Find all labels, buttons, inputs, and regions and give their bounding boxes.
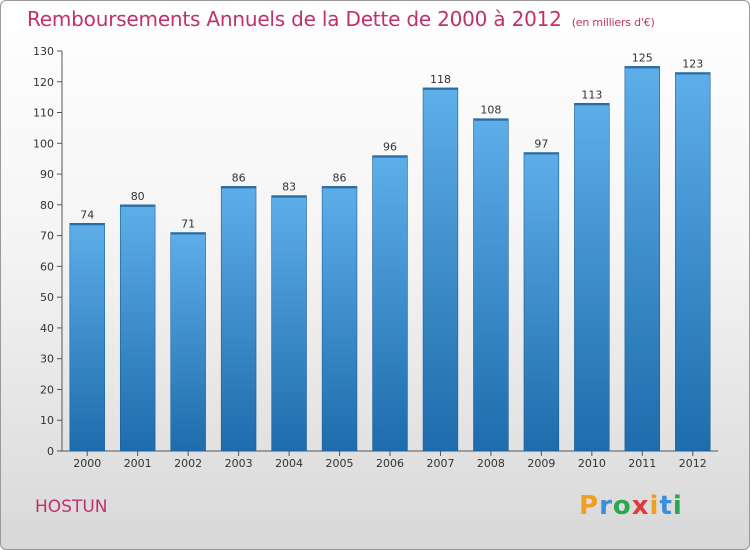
proxiti-logo[interactable]: Proxiti xyxy=(579,491,683,521)
x-tick-label-2001: 2001 xyxy=(124,457,152,470)
x-tick-label-2010: 2010 xyxy=(578,457,606,470)
y-tick-label: 30 xyxy=(40,353,54,366)
chart-subtitle: (en milliers d'€) xyxy=(571,16,655,29)
y-tick-label: 110 xyxy=(33,107,54,120)
bar-2007 xyxy=(422,87,459,452)
bar-2010 xyxy=(574,103,610,452)
logo-letter: o xyxy=(612,491,632,521)
y-tick-label: 100 xyxy=(33,137,54,150)
y-tick-label: 130 xyxy=(33,45,54,58)
logo-letter: t xyxy=(659,491,673,521)
y-tick-label: 50 xyxy=(40,291,54,304)
bar-2009 xyxy=(523,152,560,452)
x-tick-label-2006: 2006 xyxy=(376,457,404,470)
logo-letter: i xyxy=(649,491,660,521)
data-label-2001: 80 xyxy=(131,190,145,203)
bar-2002 xyxy=(170,232,206,452)
data-label-2006: 96 xyxy=(383,141,397,154)
bar-2004 xyxy=(271,195,307,452)
y-tick-label: 20 xyxy=(40,383,54,396)
data-label-2011: 125 xyxy=(632,51,653,64)
y-tick-label: 10 xyxy=(40,414,54,427)
y-tick-label: 90 xyxy=(40,168,54,181)
x-tick-label-2005: 2005 xyxy=(326,457,354,470)
logo-letter: P xyxy=(579,491,600,521)
bar-2006 xyxy=(372,155,408,452)
x-tick-label-2002: 2002 xyxy=(174,457,202,470)
data-label-2003: 86 xyxy=(232,171,246,184)
y-tick-label: 60 xyxy=(40,260,54,273)
bar-2005 xyxy=(321,186,358,452)
logo-letter: i xyxy=(672,491,683,521)
data-label-2010: 113 xyxy=(581,88,602,101)
data-label-2007: 118 xyxy=(430,73,451,86)
x-tick-label-2004: 2004 xyxy=(275,457,303,470)
x-tick-label-2008: 2008 xyxy=(477,457,505,470)
x-tick-label-2007: 2007 xyxy=(426,457,454,470)
bar-2008 xyxy=(473,118,509,452)
x-tick-label-2003: 2003 xyxy=(225,457,253,470)
y-tick-label: 0 xyxy=(47,445,54,458)
bar-2001 xyxy=(119,204,156,452)
y-tick-label: 80 xyxy=(40,199,54,212)
x-tick-label-2000: 2000 xyxy=(73,457,101,470)
x-tick-label-2009: 2009 xyxy=(527,457,555,470)
data-label-2002: 71 xyxy=(181,218,195,231)
data-label-2004: 83 xyxy=(282,181,296,194)
data-label-2009: 97 xyxy=(534,138,548,151)
y-tick-label: 70 xyxy=(40,230,54,243)
data-label-2005: 86 xyxy=(333,171,347,184)
bar-2000 xyxy=(69,223,105,452)
x-tick-label-2012: 2012 xyxy=(679,457,707,470)
commune-name: HOSTUN xyxy=(35,497,108,517)
logo-letter: x xyxy=(631,491,650,521)
labels: 74 2000 80 2001 71 2002 86 2003 83 2004 86 2005 96 20… xyxy=(73,51,707,470)
x-tick-label-2011: 2011 xyxy=(628,457,656,470)
y-tick-label: 120 xyxy=(33,76,54,89)
logo-letter: r xyxy=(599,491,613,521)
bars xyxy=(69,66,711,452)
bar-2003 xyxy=(220,186,257,452)
data-label-2008: 108 xyxy=(480,104,501,117)
data-label-2012: 123 xyxy=(682,58,703,71)
bar-2011 xyxy=(624,66,661,452)
data-label-2000: 74 xyxy=(80,208,94,221)
chart-title: Remboursements Annuels de la Dette de 20… xyxy=(27,7,655,31)
bar-2012 xyxy=(675,72,711,452)
y-tick-label: 40 xyxy=(40,322,54,335)
